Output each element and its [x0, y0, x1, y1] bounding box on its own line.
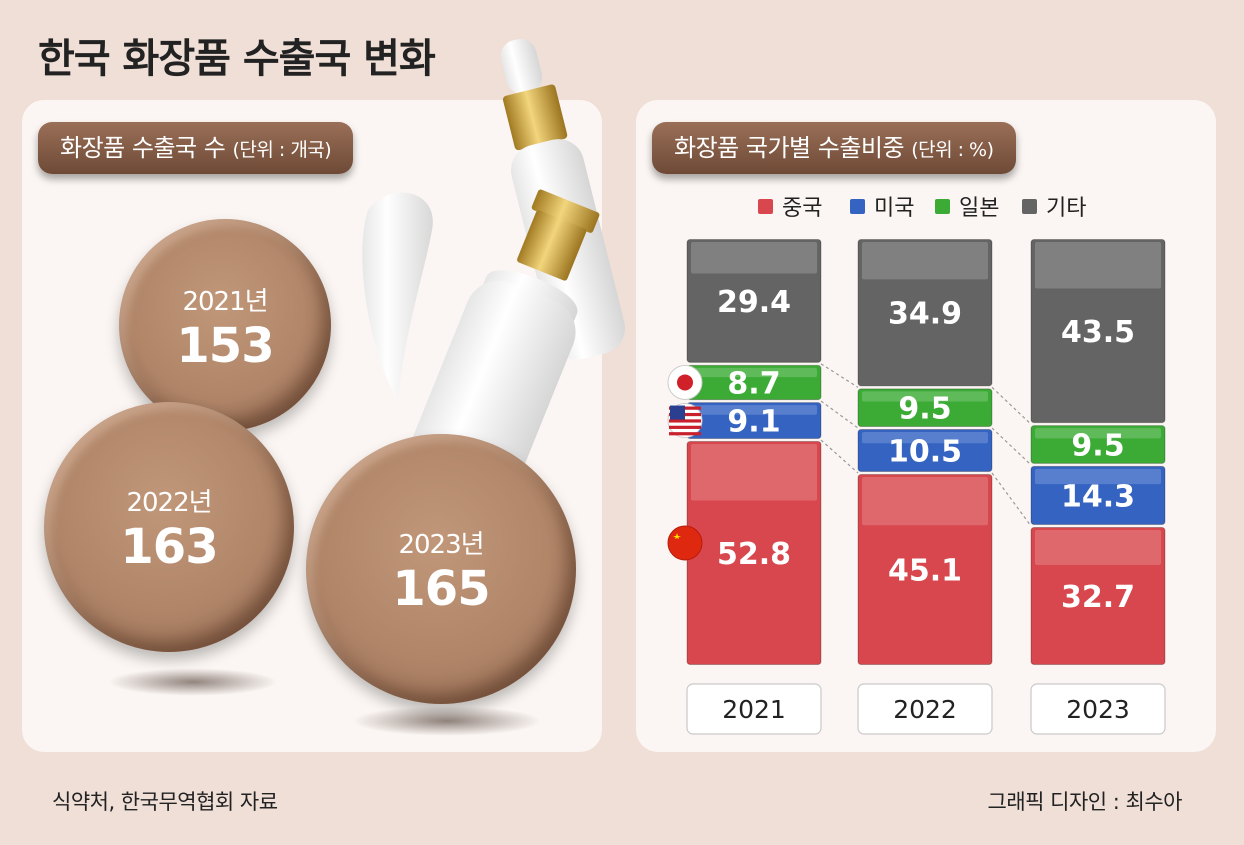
bar-value-label: 34.9 [888, 297, 962, 332]
bar-value-label: 10.5 [888, 435, 962, 470]
circle-shadow [108, 668, 278, 696]
bar-highlight [691, 242, 817, 274]
legend-label: 일본 [959, 196, 999, 221]
legend-swatch [1022, 199, 1037, 214]
connector-line [991, 427, 1032, 466]
circle-shadow [352, 706, 542, 736]
year-box [1030, 683, 1166, 735]
legend-swatch [850, 199, 865, 214]
circle-value: 163 [120, 519, 218, 575]
circle-year: 2022년 [126, 488, 212, 518]
bar-segment [1030, 465, 1166, 526]
year-box [686, 683, 822, 735]
circle-value: 153 [176, 318, 274, 374]
connector-line [820, 439, 859, 474]
bar-highlight [1035, 530, 1161, 566]
china-flag-icon [667, 525, 703, 561]
export-count-title: 화장품 수출국 수 [60, 134, 226, 162]
legend-swatch [758, 199, 773, 214]
circle-year: 2021년 [182, 287, 268, 317]
export-count-circle-2023: 2023년 165 [306, 434, 576, 704]
source-note: 식약처, 한국무역협회 자료 [52, 790, 278, 814]
bar-highlight [691, 405, 817, 415]
legend-swatch [935, 199, 950, 214]
bar-highlight [862, 476, 988, 526]
bar-highlight [862, 242, 988, 280]
year-box [857, 683, 993, 735]
usa-flag-canton [670, 405, 685, 420]
bar-value-label: 43.5 [1061, 315, 1135, 350]
bar-highlight [1035, 428, 1161, 439]
page-title: 한국 화장품 수출국 변화 [38, 36, 436, 82]
legend-label: 중국 [782, 196, 822, 221]
bar-highlight [1035, 242, 1161, 289]
export-count-unit: (단위 : 개국) [232, 139, 332, 161]
bar-value-label: 8.7 [727, 366, 780, 401]
bar-value-label: 14.3 [1061, 479, 1135, 514]
bar-segment [857, 473, 993, 665]
x-tick-label: 2023 [1066, 695, 1130, 724]
bar-segment [1030, 527, 1166, 665]
export-count-circle-2022: 2022년 163 [44, 402, 294, 652]
bar-segment [857, 239, 993, 387]
graphic-credit: 그래픽 디자인 : 최수아 [987, 790, 1183, 814]
export-share-title: 화장품 국가별 수출비중 [674, 134, 905, 162]
bar-value-label: 9.1 [727, 405, 780, 440]
export-share-label: 화장품 국가별 수출비중 (단위 : %) [652, 122, 1016, 174]
bar-highlight [862, 432, 988, 444]
bar-segment [857, 429, 993, 472]
bar-highlight [1035, 468, 1161, 485]
bar-value-label: 29.4 [717, 285, 791, 320]
bar-highlight [691, 367, 817, 378]
usa-flag-stripe [669, 419, 701, 423]
legend-label: 기타 [1046, 196, 1086, 221]
export-count-circle-2021: 2021년 153 [119, 219, 331, 431]
connector-line [820, 363, 859, 388]
legend-label: 미국 [874, 196, 914, 221]
circle-value: 165 [392, 561, 490, 617]
china-flag-star [673, 533, 681, 540]
bar-value-label: 52.8 [717, 537, 791, 572]
x-tick-label: 2022 [893, 695, 957, 724]
bar-value-label: 9.5 [1071, 429, 1124, 464]
bar-value-label: 45.1 [888, 553, 962, 588]
bar-segment [857, 388, 993, 428]
japan-flag-disc [677, 374, 693, 391]
x-tick-label: 2021 [722, 695, 786, 724]
bar-value-label: 32.7 [1061, 580, 1135, 615]
bar-value-label: 9.5 [898, 392, 951, 427]
export-count-label: 화장품 수출국 수 (단위 : 개국) [38, 122, 354, 174]
usa-flag-stripe [669, 425, 701, 429]
bar-segment [1030, 425, 1166, 464]
connector-line [991, 386, 1032, 425]
connector-line [820, 400, 859, 429]
connector-line [991, 472, 1032, 527]
usa-flag-stripe [669, 432, 701, 436]
bar-highlight [691, 444, 817, 501]
bar-segment [686, 239, 822, 363]
export-share-unit: (단위 : %) [911, 139, 994, 161]
circle-year: 2023년 [398, 530, 484, 560]
bar-highlight [862, 391, 988, 402]
bar-segment [1030, 239, 1166, 424]
